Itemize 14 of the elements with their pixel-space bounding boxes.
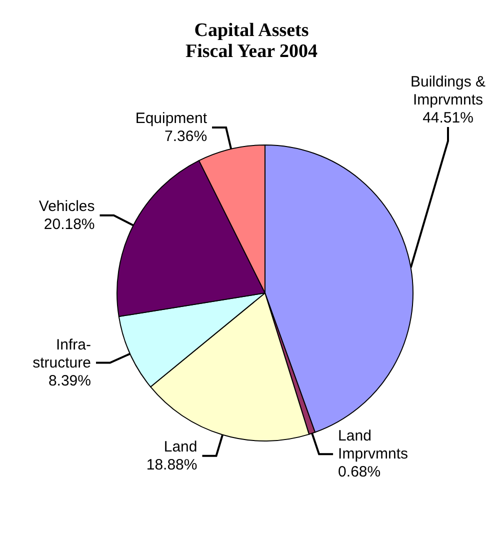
data-label: 7.36% — [164, 128, 208, 146]
data-label: 8.39% — [48, 372, 91, 390]
slice-label: Infra- structure — [32, 336, 91, 372]
data-label: 18.88% — [146, 456, 198, 474]
data-label: 44.51% — [422, 110, 474, 126]
data-label: 0.68% — [338, 464, 381, 481]
chart-subtitle: Fiscal Year 2004 — [186, 41, 318, 62]
data-label: 20.18% — [44, 216, 95, 233]
slice-label: Equipment — [135, 110, 208, 128]
slice-label: Buildings & Imprvmnts — [410, 74, 486, 108]
slice-label: Land Imprvmnts — [338, 428, 408, 463]
chart-title: Capital Assets — [194, 20, 309, 41]
slice-label: Land — [164, 438, 198, 456]
slice-label: Vehicles — [38, 198, 95, 215]
